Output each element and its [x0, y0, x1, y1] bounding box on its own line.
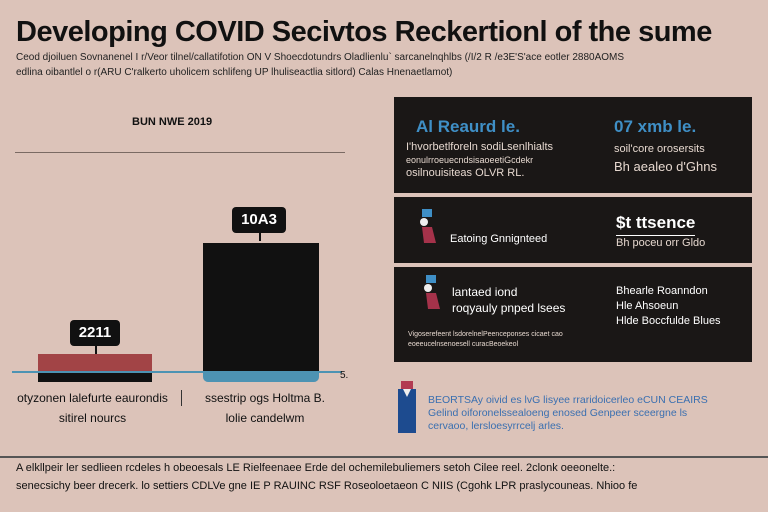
footer-line: A elkllpeir ler sedlieen rcdeles h obeoe… — [16, 462, 616, 474]
bar-1-base — [38, 371, 152, 382]
panel-footnote: Vigoserefeent lsdorelnelPeenceponses cic… — [408, 331, 563, 338]
panel-footnote: eoeeucelnsenoesell curacBeoekeol — [408, 341, 519, 348]
stat-panel-3: lantaed iond roqyauly pnped lsees Vigose… — [394, 267, 752, 362]
panel-stat: 07 xmb le. — [614, 117, 697, 136]
bar-1-top — [38, 354, 152, 371]
category-label: otyzonen lalefurte eaurondis — [17, 391, 168, 405]
note-text: BEORTSAy oivid es lvG lisyee rraridoicer… — [428, 394, 708, 433]
panel-text: Eatoing Gnnignteed — [450, 233, 548, 245]
panel-text: Hlde Boccfulde Blues — [616, 315, 721, 327]
footer-divider — [0, 456, 768, 458]
panel-text: I'hvorbetlforeln sodiLsenlhialts — [406, 141, 554, 153]
panel-text: lantaed iond — [452, 285, 518, 299]
subtitle-line: Ceod djoiluen Sovnanenel I r/Veor tilnel… — [16, 52, 625, 63]
note-line: BEORTSAy oivid es lvG lisyee rraridoicer… — [428, 394, 708, 406]
panel-text: Bh aealeo d'Ghns — [614, 159, 717, 174]
category-label: lolie candelwm — [225, 411, 305, 425]
axis-end-label: 5. — [340, 370, 349, 381]
bar-2-top — [203, 243, 319, 371]
panel-text: Bhearle Roanndon — [616, 285, 708, 297]
stat-panel-1: Al Reaurd le. I'hvorbetlforeln sodiLsenl… — [394, 97, 752, 193]
panel-text: osilnouisiteas OLVR RL. — [406, 167, 525, 179]
category-label: sitirel nourcs — [58, 411, 127, 425]
person-icon — [424, 275, 440, 309]
subtitle-line: edlina oibantlel o r(ARU C'ralkerto uhol… — [16, 67, 453, 78]
panel-text: roqyauly pnped lsees — [452, 301, 566, 315]
note-line: cervaoo, lersloesyrrcelj arles. — [428, 420, 564, 432]
panel-text: Bh poceu orr Gldo — [616, 237, 706, 249]
category-separator — [181, 390, 182, 406]
footer-line: senecsichy beer drecerk. lo settiers CDL… — [16, 480, 638, 492]
bar-2-base — [203, 371, 319, 382]
panel-text: eonulrroeuecndsisaoeetiGcdekr — [406, 155, 534, 165]
person-icon — [420, 209, 436, 243]
panel-title: Al Reaurd le. — [416, 117, 520, 136]
page-title: Developing COVID Secivtos Reckertionl of… — [16, 16, 712, 48]
note-line: Gelind oiforonelssealoeng enosed Genpeer… — [428, 407, 688, 419]
panel-text: Hle Ahsoeun — [616, 300, 679, 312]
divider — [15, 152, 345, 153]
period-label: BUN NWE 2019 — [132, 116, 213, 128]
x-axis — [12, 371, 342, 373]
bar-1-value-label: 2211 — [70, 320, 120, 354]
stat-panel-2: Eatoing Gnnignteed $t ttsence Bh poceu o… — [394, 197, 752, 263]
bottle-icon — [398, 381, 416, 433]
panel-text: soil'core orosersits — [614, 143, 705, 155]
panel-stat: $t ttsence — [616, 213, 696, 236]
category-label: ssestrip ogs Holtma B. — [204, 391, 326, 405]
bar-2-value-label: 10A3 — [232, 207, 286, 241]
